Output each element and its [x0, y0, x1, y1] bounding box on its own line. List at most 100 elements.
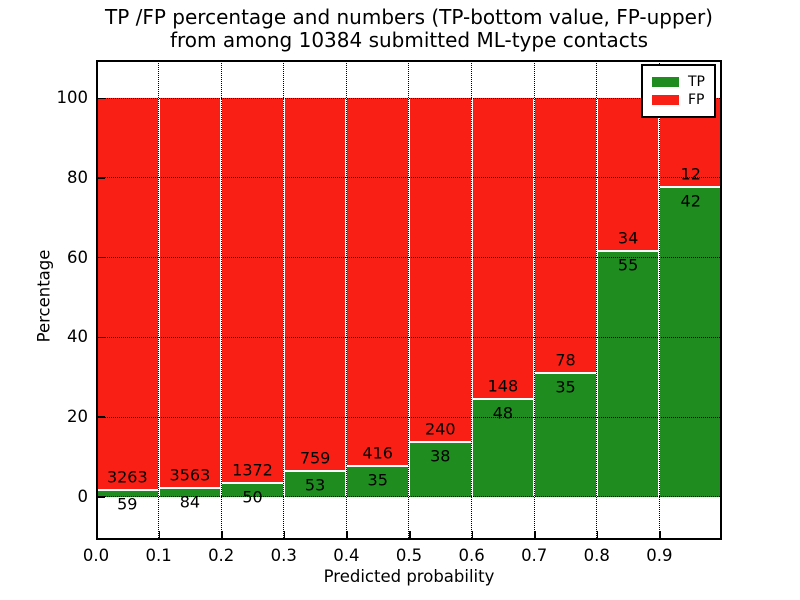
fp-count-label: 759 [299, 448, 331, 468]
tp-count-label: 53 [304, 475, 326, 495]
fp-bar-segment [535, 98, 596, 374]
fp-count-label: 3563 [169, 465, 211, 485]
fp-bar-segment [159, 98, 221, 488]
tp-bar-segment [97, 489, 158, 497]
x-tick-label: 0.5 [395, 546, 423, 565]
fp-count-label: 3263 [106, 467, 148, 487]
x-gridline [283, 60, 285, 540]
bar-edge-line [284, 469, 346, 472]
x-tick [534, 531, 536, 538]
fp-bar-segment [472, 98, 534, 400]
fp-bar-segment [347, 98, 408, 466]
tp-bar-segment [535, 373, 596, 497]
x-tick [346, 531, 348, 538]
y-tick-label: 40 [67, 327, 88, 347]
fp-bar-segment [222, 98, 283, 483]
x-tick-label: 0.7 [521, 546, 548, 565]
tp-count-label: 35 [555, 377, 576, 397]
x-tick [158, 531, 161, 538]
chart-title-line2: from among 10384 submitted ML-type conta… [169, 28, 649, 52]
fp-count-label: 148 [487, 376, 519, 396]
x-tick [283, 531, 286, 538]
tp-bar-segment [347, 466, 408, 497]
y-gridline [96, 416, 722, 418]
x-gridline [408, 60, 410, 540]
legend-row: TP [652, 75, 705, 89]
y-tick-label: 80 [67, 168, 88, 187]
tp-bar-segment [410, 442, 471, 497]
x-tick [596, 531, 599, 538]
legend-label-fp: FP [688, 92, 705, 108]
x-gridline [658, 60, 660, 540]
x-gridline [596, 60, 598, 540]
bar-edge-line [472, 398, 534, 401]
tp-count-label: 35 [367, 470, 388, 490]
y-gridline [96, 97, 722, 99]
y-tick-label: 60 [67, 247, 88, 267]
tp-bar-segment [284, 470, 346, 497]
tp-bar-segment [597, 250, 659, 497]
fp-count-label: 78 [555, 350, 576, 370]
x-tick-label: 0.0 [82, 546, 110, 565]
y-gridline [96, 496, 722, 498]
y-tick [98, 177, 105, 179]
bar-edge-line [410, 441, 471, 444]
x-gridline [345, 60, 347, 540]
tp-count-label: 38 [430, 446, 451, 466]
chart-title: TP /FP percentage and numbers (TP-bottom… [96, 6, 722, 52]
x-axis-label: Predicted probability [323, 567, 495, 586]
chart-title-line1: TP /FP percentage and numbers (TP-bottom… [105, 5, 713, 29]
legend: TP FP [641, 64, 716, 118]
x-gridline [220, 60, 222, 540]
grid-layer [96, 60, 722, 540]
tp-bar-segment [159, 487, 221, 497]
legend-swatch-fp [652, 95, 679, 105]
bar-edge-line [97, 488, 158, 491]
x-gridline [533, 60, 535, 540]
x-tick [659, 531, 661, 538]
tp-count-label: 42 [680, 191, 701, 211]
y-tick [98, 496, 105, 498]
y-tick-label: 20 [67, 407, 88, 427]
x-tick-label: 0.8 [583, 546, 610, 565]
fp-count-label: 240 [425, 419, 456, 439]
fp-count-label: 1372 [232, 460, 273, 480]
x-tick-label: 0.1 [145, 546, 172, 565]
y-gridline [96, 257, 722, 259]
fp-bar-segment [410, 98, 471, 443]
tp-bar-segment [472, 399, 534, 497]
x-tick-label: 0.6 [458, 546, 485, 565]
bar-edge-line [597, 249, 659, 252]
plot-area: 3263 59 3563 84 1372 50 759 53 416 35 240 38 148 48 78… [96, 60, 722, 540]
x-tick [720, 531, 722, 538]
bar-edge-line [159, 486, 221, 489]
x-tick-label: 0.4 [333, 546, 360, 565]
bar-edge-line [660, 185, 721, 188]
legend-row: FP [652, 93, 705, 107]
x-tick-label: 0.3 [270, 546, 297, 565]
bar-edge-line [347, 465, 408, 467]
x-tick [471, 531, 474, 538]
tp-count-label: 59 [117, 494, 138, 514]
tp-bar-segment [222, 482, 283, 497]
tp-count-label: 50 [242, 487, 263, 507]
fp-bar-segment [97, 98, 158, 490]
y-gridline [96, 177, 722, 179]
x-tick [409, 531, 411, 538]
bars-layer [96, 60, 722, 540]
y-tick [98, 97, 105, 100]
bar-edge-line [222, 481, 283, 484]
fp-count-label: 12 [680, 164, 701, 184]
y-tick [98, 256, 105, 259]
tp-count-label: 55 [617, 255, 639, 275]
x-gridline [470, 60, 472, 540]
y-tick [98, 416, 105, 418]
legend-label-tp: TP [688, 74, 705, 90]
y-tick-label: 100 [56, 88, 89, 108]
fp-bar-segment [284, 98, 346, 471]
bar-labels-layer: 3263 59 3563 84 1372 50 759 53 416 35 240 38 148 48 78… [96, 60, 722, 540]
x-tick [96, 531, 98, 538]
x-gridline [157, 60, 159, 540]
fp-count-label: 416 [362, 443, 393, 463]
